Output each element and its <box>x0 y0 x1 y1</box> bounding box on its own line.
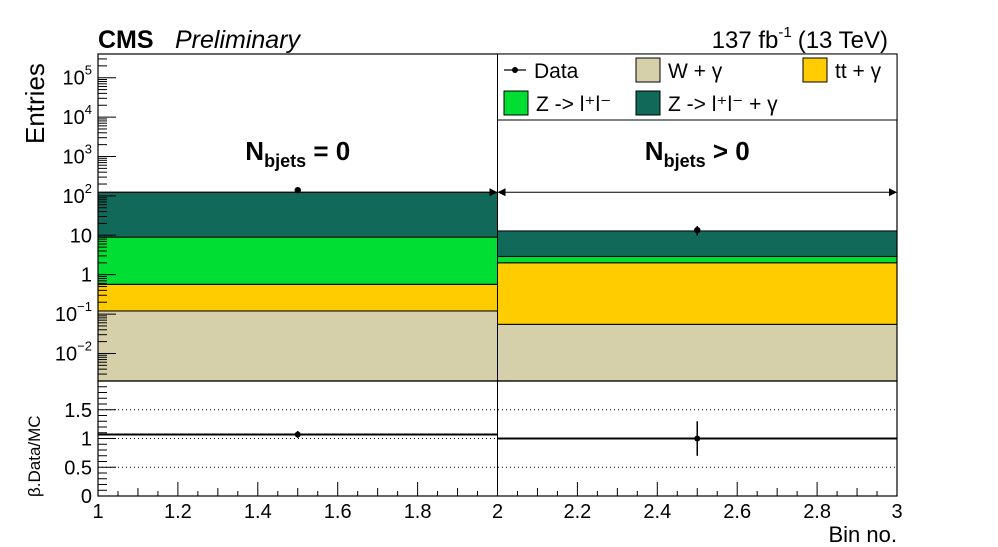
experiment-label: CMS <box>98 26 154 54</box>
legend: Data W + γ tt + γ Z -> l⁺l⁻ Z -> l⁺l⁻ + γ <box>497 53 898 121</box>
legend-label-1: W + γ <box>668 60 723 83</box>
bin-labels: Nbjets = 0 Nbjets > 0 <box>100 136 897 197</box>
ratio-panel: 0 0.5 1 1.5 <box>64 380 898 508</box>
x-tick-label: 2.6 <box>723 501 751 523</box>
legend-label-2: tt + γ <box>835 60 882 83</box>
stack-bar-1-bin-2 <box>497 323 898 382</box>
x-tick-label: 1.2 <box>164 501 192 523</box>
stack-layer <box>97 191 898 382</box>
ratio-y-tick-label: 1 <box>81 429 92 451</box>
y-tick-label: 10 <box>70 225 92 247</box>
ratio-y-tick-label: 0 <box>81 486 92 508</box>
x-tick-label: 2.2 <box>563 501 591 523</box>
ratio-y-axis-title: β.Data/MC <box>25 415 44 497</box>
legend-swatch-3 <box>503 90 529 116</box>
stack-bar-2-bin-2 <box>497 262 898 325</box>
legend-swatch-4 <box>635 90 661 116</box>
x-tick-label: 1.6 <box>324 501 352 523</box>
y-tick-label: 102 <box>63 181 92 208</box>
y-axis-title: Entries <box>20 63 50 144</box>
legend-data-marker <box>512 67 518 73</box>
x-tick-label: 2.4 <box>643 501 671 523</box>
legend-swatch-2 <box>802 57 828 83</box>
x-tick-label: 2.8 <box>803 501 831 523</box>
bin-1-arrow-head <box>489 188 498 197</box>
lumi-exponent: -1 <box>778 24 791 41</box>
stack-bar-4-bin-1 <box>97 191 498 238</box>
x-axis-title: Bin no. <box>829 522 898 547</box>
y-tick-label: 103 <box>63 142 92 169</box>
ratio-y-tick-label: 0.5 <box>64 457 92 479</box>
stack-bar-1-bin-1 <box>97 310 498 382</box>
stack-bar-3-bin-2 <box>497 255 898 264</box>
ratio-point <box>294 431 301 438</box>
legend-box <box>497 53 898 121</box>
lumi-label: 137 fb-1 (13 TeV) <box>712 24 888 54</box>
legend-label-data: Data <box>534 60 579 83</box>
legend-swatch-1 <box>635 57 661 83</box>
lumi-value: 137 fb <box>712 27 779 54</box>
status-label: Preliminary <box>175 26 302 54</box>
x-axis: 1 1.2 1.4 1.6 1.8 2 2.2 2.4 2.6 2.8 3 <box>92 482 903 523</box>
y-tick-label: 104 <box>63 102 92 129</box>
bin-2-arrow-head-left <box>497 188 506 197</box>
bin-label-2: Nbjets > 0 <box>645 136 750 171</box>
x-tick-label: 1.4 <box>244 501 272 523</box>
ratio-point <box>694 435 701 442</box>
y-tick-label: 10−2 <box>55 338 92 365</box>
stack-bar-2-bin-1 <box>97 283 498 312</box>
stack-bar-3-bin-1 <box>97 236 498 285</box>
x-tick-label: 3 <box>891 501 902 523</box>
data-point <box>694 226 701 234</box>
bin-label-1: Nbjets = 0 <box>245 136 350 171</box>
x-tick-label: 2 <box>492 501 503 523</box>
y-tick-label: 10−1 <box>55 299 92 326</box>
bin-2-arrow-head-right <box>889 188 897 197</box>
ratio-y-tick-label: 1.5 <box>64 400 92 422</box>
y-tick-label: 1 <box>81 265 92 287</box>
energy-label: (13 TeV) <box>798 27 888 54</box>
legend-label-4: Z -> l⁺l⁻ + γ <box>668 93 778 116</box>
x-tick-label: 1.8 <box>404 501 432 523</box>
legend-label-3: Z -> l⁺l⁻ <box>536 93 611 116</box>
x-tick-label: 1 <box>92 501 103 523</box>
y-tick-label: 105 <box>63 63 92 90</box>
